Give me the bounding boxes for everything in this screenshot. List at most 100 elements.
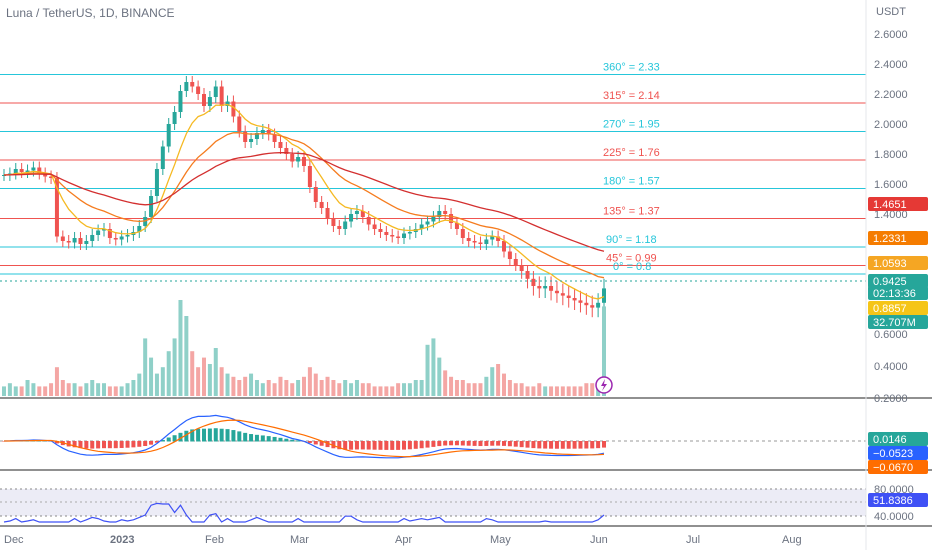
candle-body bbox=[325, 208, 330, 219]
volume-bar bbox=[460, 380, 465, 396]
macd-badge: −0.0670 bbox=[868, 460, 928, 474]
volume-bar bbox=[160, 367, 165, 396]
macd-hist-bar bbox=[125, 441, 130, 448]
macd-badge-text: 0.0146 bbox=[873, 434, 907, 446]
candle-body bbox=[560, 293, 565, 296]
macd-hist-bar bbox=[466, 441, 471, 446]
candle-body bbox=[466, 238, 471, 241]
gann-level-label: 90° = 1.18 bbox=[606, 234, 657, 246]
candle-body bbox=[507, 251, 512, 259]
candle-body bbox=[419, 224, 424, 229]
macd-hist-bar bbox=[454, 441, 459, 446]
volume-bar bbox=[366, 383, 371, 396]
volume-bar bbox=[284, 380, 289, 396]
macd-hist-bar bbox=[602, 441, 606, 448]
candle-body bbox=[19, 169, 24, 172]
macd-hist-bar bbox=[566, 441, 571, 449]
volume-bar bbox=[554, 386, 559, 396]
candle-body bbox=[119, 236, 124, 240]
volume-bar bbox=[231, 376, 236, 396]
candle-body bbox=[237, 116, 242, 132]
candle-body bbox=[37, 167, 42, 174]
candle-body bbox=[49, 176, 54, 178]
volume-bar bbox=[90, 380, 95, 396]
candle-body bbox=[596, 302, 601, 308]
macd-hist-bar bbox=[337, 441, 342, 450]
volume-bar bbox=[584, 383, 589, 396]
y-tick-label: 2.0000 bbox=[874, 119, 908, 131]
volume-bar bbox=[560, 386, 565, 396]
price-badge-text: 0.9425 bbox=[873, 276, 907, 288]
volume-bar bbox=[102, 383, 106, 396]
y-tick-label: 1.8000 bbox=[874, 149, 908, 161]
gann-level-label: 270° = 1.95 bbox=[603, 119, 660, 131]
macd-hist-bar bbox=[449, 441, 454, 446]
macd-hist-bar bbox=[384, 441, 389, 450]
ema-mid-line bbox=[3, 132, 605, 279]
macd-hist-bar bbox=[437, 441, 442, 447]
candle-body bbox=[307, 166, 312, 187]
volume-bar bbox=[7, 383, 12, 396]
gann-level-label: 45° = 0.99 bbox=[606, 253, 657, 265]
macd-hist-bar bbox=[460, 441, 465, 446]
gann-level-label: 315° = 2.14 bbox=[603, 90, 660, 102]
volume-bar bbox=[437, 357, 442, 396]
volume-bar bbox=[137, 373, 142, 396]
candle-body bbox=[331, 218, 336, 226]
rsi-badge-text: 51.8386 bbox=[873, 495, 913, 507]
candle-body bbox=[84, 241, 89, 244]
candle-body bbox=[78, 238, 83, 244]
macd-hist-bar bbox=[243, 432, 248, 442]
macd-hist-bar bbox=[560, 441, 565, 449]
volume-bar bbox=[484, 376, 489, 396]
macd-hist-bar bbox=[413, 441, 418, 449]
volume-bar bbox=[343, 380, 348, 396]
candle-body bbox=[260, 130, 265, 133]
candle-body bbox=[472, 241, 477, 243]
candle-body bbox=[578, 300, 583, 303]
y-tick-label: 1.6000 bbox=[874, 179, 908, 191]
volume-bar bbox=[478, 383, 483, 396]
volume-bar bbox=[84, 383, 89, 396]
candle-body bbox=[113, 238, 118, 240]
volume-bar bbox=[266, 380, 271, 396]
macd-hist-bar bbox=[549, 441, 554, 449]
macd-hist-bar bbox=[390, 441, 395, 450]
volume-bar bbox=[290, 383, 295, 396]
macd-badge-bg bbox=[868, 432, 928, 446]
candle-body bbox=[425, 221, 430, 225]
ema-short-line bbox=[3, 103, 605, 300]
x-tick-label: Mar bbox=[290, 534, 309, 546]
rsi-tick-label: 40.0000 bbox=[874, 511, 914, 523]
macd-hist-bar bbox=[231, 430, 236, 442]
candle-body bbox=[460, 229, 465, 238]
price-panel-bg bbox=[0, 0, 866, 398]
candle-body bbox=[319, 202, 324, 208]
candle-body bbox=[31, 167, 36, 171]
rsi-badge-bg bbox=[868, 493, 928, 507]
candle-body bbox=[502, 241, 506, 252]
y-tick-label: 2.4000 bbox=[874, 59, 908, 71]
candle-body bbox=[525, 271, 530, 279]
macd-hist-bar bbox=[484, 441, 489, 446]
price-badge-bg bbox=[868, 301, 928, 315]
macd-badge: 0.0146 bbox=[868, 432, 928, 446]
candle-body bbox=[454, 223, 459, 229]
candle-body bbox=[207, 97, 212, 106]
volume-bar bbox=[31, 383, 36, 396]
candle-body bbox=[349, 214, 354, 222]
candle-body bbox=[313, 187, 318, 202]
rsi-badge: 51.8386 bbox=[868, 493, 928, 507]
volume-bar bbox=[207, 364, 212, 396]
macd-hist-bar bbox=[590, 441, 595, 449]
candle-body bbox=[431, 217, 436, 222]
chart-title: Luna / TetherUS, 1D, BINANCE bbox=[6, 6, 175, 20]
gann-level-label: 135° = 1.37 bbox=[603, 206, 660, 218]
x-tick-label: 2023 bbox=[110, 534, 134, 546]
macd-hist-bar bbox=[343, 441, 348, 450]
candle-body bbox=[107, 229, 112, 238]
volume-bar bbox=[502, 373, 506, 396]
candle-body bbox=[449, 214, 454, 223]
